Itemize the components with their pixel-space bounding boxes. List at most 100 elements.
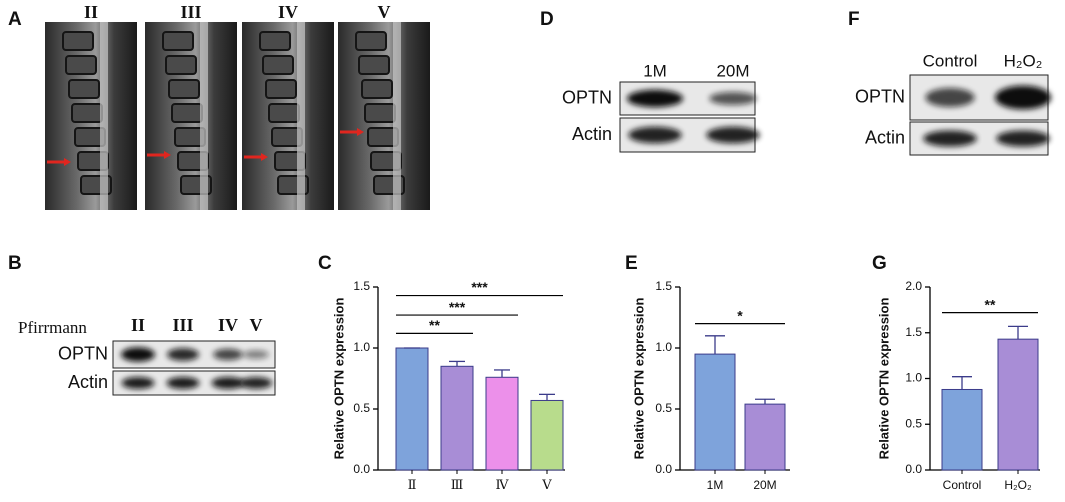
band bbox=[627, 89, 683, 108]
vertebra bbox=[268, 103, 300, 123]
bar bbox=[440, 365, 474, 471]
panel-label: E bbox=[625, 253, 638, 274]
row-label: OPTN bbox=[562, 87, 612, 107]
band bbox=[211, 376, 245, 390]
band bbox=[706, 126, 760, 144]
vertebra bbox=[65, 55, 97, 75]
row-label: Actin bbox=[572, 124, 612, 144]
bar bbox=[530, 399, 564, 471]
bar bbox=[997, 338, 1039, 471]
vertebra bbox=[168, 79, 200, 99]
y-tick-label: 1.5 bbox=[655, 279, 672, 293]
significance-label: ** bbox=[985, 296, 996, 312]
band bbox=[167, 348, 199, 361]
lane-label: III bbox=[172, 315, 193, 335]
x-tick-label: H₂O₂ bbox=[1004, 478, 1032, 492]
grade-label: V bbox=[378, 2, 391, 22]
lane-label: 20M bbox=[716, 61, 749, 80]
lane-label: II bbox=[131, 315, 145, 335]
panel-label: B bbox=[8, 253, 22, 274]
grade-label: III bbox=[180, 2, 201, 22]
row-label: OPTN bbox=[58, 343, 108, 363]
row-label: Actin bbox=[865, 127, 905, 147]
x-tick-label: Ⅳ bbox=[496, 477, 510, 492]
band bbox=[995, 85, 1051, 110]
y-tick-label: 1.5 bbox=[353, 279, 370, 293]
row-label: Actin bbox=[68, 372, 108, 392]
band bbox=[213, 348, 243, 361]
significance-label: *** bbox=[449, 299, 466, 315]
lane-label: IV bbox=[218, 315, 238, 335]
x-tick-label: 1M bbox=[707, 478, 724, 492]
row-label: OPTN bbox=[855, 86, 905, 106]
bar bbox=[395, 347, 429, 471]
band bbox=[923, 130, 977, 147]
vertebra bbox=[265, 79, 297, 99]
vertebra bbox=[165, 55, 197, 75]
x-tick-label: 20M bbox=[753, 478, 776, 492]
x-tick-label: Ⅱ bbox=[408, 477, 417, 492]
band bbox=[243, 350, 269, 359]
y-tick-label: 0.0 bbox=[655, 462, 672, 476]
panel-label: A bbox=[8, 9, 22, 30]
bar bbox=[941, 388, 983, 471]
spinal-canal bbox=[297, 22, 305, 210]
band bbox=[166, 376, 200, 390]
y-tick-label: 0.0 bbox=[905, 462, 922, 476]
band bbox=[628, 126, 682, 144]
vertebra bbox=[355, 31, 387, 51]
bar bbox=[694, 353, 736, 471]
x-tick-label: Control bbox=[943, 478, 982, 492]
vertebra bbox=[262, 55, 294, 75]
bar-charts: C Relative OPTN expression 0.0 0.5 1.0 1.5 Ⅱ Ⅲ Ⅳ… bbox=[318, 253, 1040, 492]
significance-label: *** bbox=[471, 279, 488, 295]
lane-label: H₂O₂ bbox=[1004, 51, 1043, 70]
spinal-canal bbox=[393, 22, 401, 210]
grade-label: II bbox=[84, 2, 98, 22]
y-tick-label: 1.0 bbox=[655, 340, 672, 354]
band bbox=[925, 87, 975, 108]
lane-label: 1M bbox=[643, 61, 667, 80]
band bbox=[239, 377, 273, 389]
x-tick-label: Ⅲ bbox=[451, 477, 464, 492]
band bbox=[709, 91, 757, 106]
lane-label: Control bbox=[923, 51, 978, 70]
y-tick-label: 2.0 bbox=[905, 279, 922, 293]
band bbox=[996, 130, 1050, 147]
band bbox=[121, 376, 155, 390]
grade-label: IV bbox=[278, 2, 298, 22]
y-tick-label: 0.0 bbox=[353, 462, 370, 476]
lane-label: V bbox=[250, 315, 263, 335]
vertebra bbox=[62, 31, 94, 51]
vertebra bbox=[171, 103, 203, 123]
spinal-canal bbox=[100, 22, 108, 210]
y-tick-label: 1.0 bbox=[905, 371, 922, 385]
arrow-head bbox=[164, 151, 171, 159]
panel-label: D bbox=[540, 9, 554, 30]
panel-label: G bbox=[872, 253, 887, 274]
y-tick-label: 1.0 bbox=[353, 340, 370, 354]
bar bbox=[485, 376, 519, 471]
vertebra bbox=[162, 31, 194, 51]
arrow-head bbox=[64, 158, 71, 166]
panel-label: F bbox=[848, 9, 860, 30]
mri-panel: II III IV V bbox=[45, 2, 430, 210]
panel-label: C bbox=[318, 253, 332, 274]
vertebra bbox=[259, 31, 291, 51]
vertebra bbox=[364, 103, 396, 123]
y-axis-label: Relative OPTN expression bbox=[631, 298, 646, 460]
y-tick-label: 0.5 bbox=[353, 401, 370, 415]
spinal-canal bbox=[200, 22, 208, 210]
blot-header: Pfirrmann bbox=[18, 318, 87, 337]
arrow-head bbox=[261, 153, 268, 161]
y-tick-label: 0.5 bbox=[905, 416, 922, 430]
y-axis-label: Relative OPTN expression bbox=[876, 298, 891, 460]
x-tick-label: Ⅴ bbox=[541, 477, 552, 492]
y-tick-label: 1.5 bbox=[905, 325, 922, 339]
vertebra bbox=[361, 79, 393, 99]
y-tick-label: 0.5 bbox=[655, 401, 672, 415]
bar bbox=[744, 403, 786, 471]
vertebra bbox=[71, 103, 103, 123]
arrow-head bbox=[357, 128, 364, 136]
